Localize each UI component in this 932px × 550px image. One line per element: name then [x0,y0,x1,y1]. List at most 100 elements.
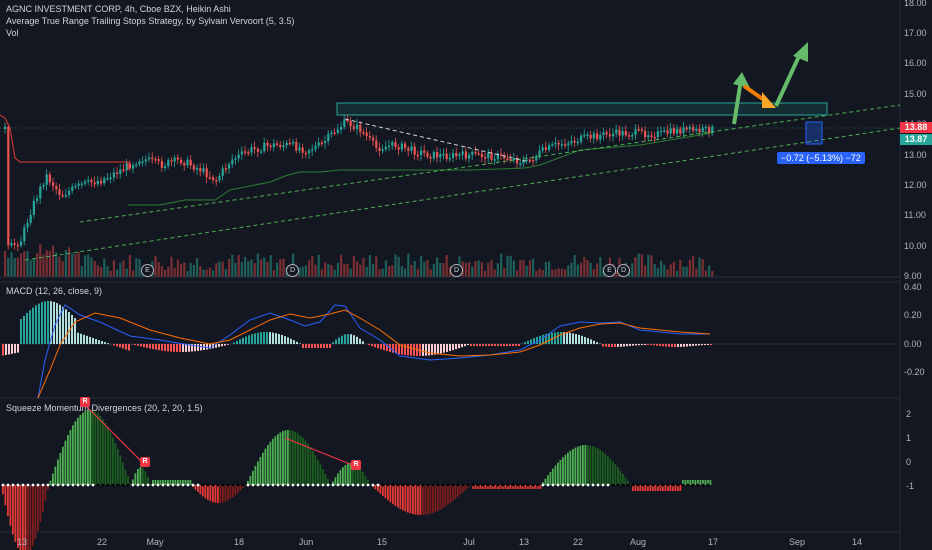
volume-bar [202,269,205,277]
macd-histogram-bar [227,344,229,345]
macd-histogram-bar [257,332,259,344]
dividend-event-icon[interactable]: D [450,264,463,277]
time-tick: 13 [16,537,28,547]
macd-histogram-bar [239,339,241,344]
squeeze-indicator-label[interactable]: Squeeze Momentum Divergences (20, 2, 20,… [6,403,203,413]
volume-bar [68,247,71,277]
squeeze-dot [501,483,505,487]
candle-body [269,145,272,148]
volume-bar [16,257,19,277]
macd-histogram-bar [149,344,151,349]
squeeze-dot [661,483,665,487]
volume-bar [631,263,634,277]
squeeze-dot [606,483,610,487]
volume-bar [343,263,346,277]
squeeze-histogram-bar [507,485,509,489]
earnings-event-icon[interactable]: E [603,264,616,277]
macd-indicator-label[interactable]: MACD (12, 26, close, 9) [6,286,103,296]
macd-histogram-bar [218,344,220,347]
macd-histogram-bar [707,344,709,346]
time-tick: Aug [629,537,647,547]
macd-histogram-bar [422,344,424,356]
earnings-event-icon[interactable]: E [141,264,154,277]
squeeze-histogram-bar [79,414,82,485]
atr-indicator-label[interactable]: Average True Range Trailing Stops Strate… [6,16,295,26]
dividend-event-icon[interactable]: D [286,264,299,277]
volume-bar [116,269,119,277]
squeeze-histogram-bar [504,485,507,489]
squeeze-dot [541,483,545,487]
squeeze-histogram-bar [272,438,274,485]
symbol-title[interactable]: AGNC INVESTMENT CORP, 4h, Cboe BZX, Heik… [6,4,231,14]
squeeze-histogram-bar [434,485,437,512]
volume-bar [615,270,618,277]
volume-bar [676,270,679,277]
squeeze-histogram-bar [167,480,169,485]
volume-bar [484,270,487,277]
price-range-measure-label[interactable]: −0.72 (−5.13%) −72 [777,152,865,164]
squeeze-dot [451,483,455,487]
volume-bar [541,269,544,277]
candle-body [356,124,359,130]
squeeze-dot [426,483,430,487]
candle-body [576,141,579,144]
candle-body [237,154,240,159]
volume-bar [340,254,343,277]
squeeze-tick: 0 [906,457,912,467]
squeeze-histogram-bar [644,485,647,491]
squeeze-dot [401,483,405,487]
volume-bar [663,264,666,277]
macd-histogram-bar [158,344,160,351]
macd-histogram-bar [113,344,115,346]
squeeze-histogram-bar [34,485,37,540]
volume-bar [90,257,93,277]
candle-body [394,142,397,148]
candle-body [516,158,519,164]
squeeze-histogram-bar [467,485,469,488]
squeeze-histogram-bar [379,485,382,494]
candle-body [458,154,461,157]
candle-body [372,137,375,141]
volume-bar [263,257,266,277]
squeeze-histogram-bar [247,480,249,485]
volume-bar [282,258,285,277]
squeeze-dot [251,483,255,487]
volume-indicator-label[interactable]: Vol [6,28,19,38]
candle-body [512,158,515,161]
candle-body [637,129,640,131]
volume-bar [189,262,192,277]
squeeze-dot [231,483,235,487]
squeeze-histogram-bar [92,410,94,485]
squeeze-histogram-bar [527,485,529,489]
macd-histogram-bar [89,336,91,344]
resistance-zone [336,102,828,116]
volume-bar [368,255,371,277]
volume-bar [685,266,688,277]
macd-histogram-bar [26,312,28,344]
macd-histogram-bar [584,336,586,344]
squeeze-dot [11,483,15,487]
volume-bar [580,262,583,277]
candle-body [26,222,29,228]
candle-body [666,130,669,134]
squeeze-dot [311,483,315,487]
candle-body [32,200,35,215]
candle-body [528,159,531,162]
volume-bar [637,253,640,277]
volume-bar [237,255,240,277]
volume-bar [647,254,650,277]
candle-body [506,158,509,160]
squeeze-histogram-bar [437,485,439,511]
squeeze-histogram-bar [302,437,304,485]
dividend-event-icon[interactable]: D [617,264,630,277]
candle-body [128,163,131,169]
macd-histogram-bar [674,344,676,347]
candle-body [186,159,189,166]
volume-bar [298,267,301,277]
squeeze-histogram-bar [279,432,282,485]
squeeze-dot [641,483,645,487]
squeeze-dot [651,483,655,487]
squeeze-histogram-bar [62,446,64,485]
macd-histogram-bar [8,344,10,355]
